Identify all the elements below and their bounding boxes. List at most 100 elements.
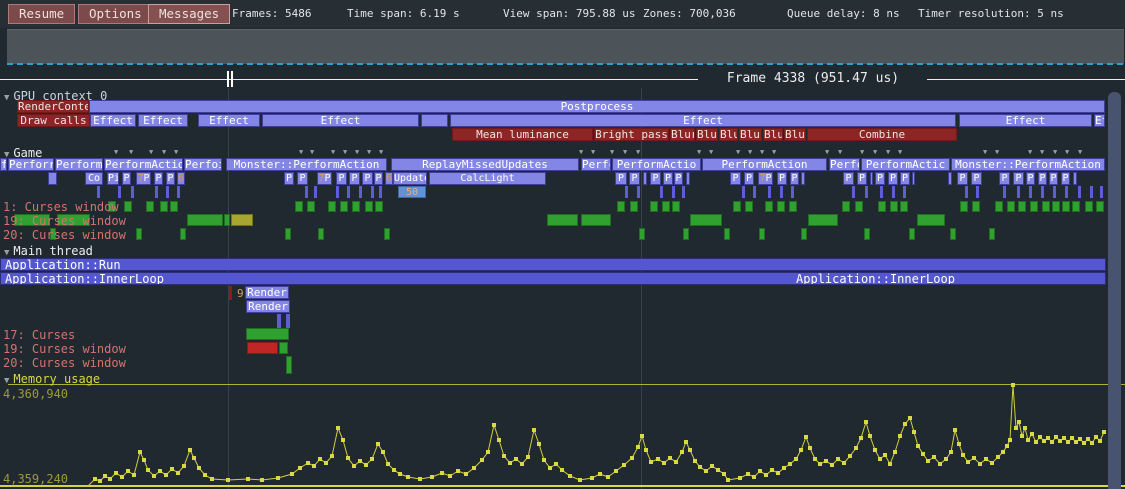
gc-zone[interactable] (960, 201, 968, 212)
zone-game-child[interactable]: P (1049, 172, 1058, 185)
zone-tick[interactable] (865, 186, 868, 198)
zone-game-child[interactable]: P (730, 172, 741, 185)
collapse-icon[interactable]: ▼ (4, 150, 10, 160)
zone-tick[interactable] (336, 186, 339, 198)
zone-game-child[interactable]: P (362, 172, 373, 185)
zone-marker-icon[interactable]: ▼ (1078, 148, 1083, 156)
collapse-icon[interactable]: ▼ (4, 248, 10, 258)
gc-zone[interactable] (318, 228, 324, 240)
zone-badge-50[interactable]: 50 (398, 186, 426, 198)
messages-button[interactable]: Messages (148, 4, 231, 24)
zone-game-child[interactable] (643, 172, 647, 185)
zone-tick[interactable] (371, 186, 374, 198)
zone-tick[interactable] (965, 186, 968, 198)
zone-game-child[interactable]: P (1026, 172, 1035, 185)
gc-zone[interactable] (909, 228, 915, 240)
zone-gpu-pass[interactable]: Mean luminance (452, 128, 593, 141)
zone-game-child[interactable] (870, 172, 873, 185)
collapse-icon[interactable]: ▼ (4, 93, 10, 103)
gc-zone[interactable] (160, 201, 168, 212)
zone-marker-icon[interactable]: ▼ (709, 148, 714, 156)
gc-zone[interactable] (745, 201, 753, 212)
zone-tick[interactable] (660, 186, 663, 198)
gc-zone[interactable] (14, 214, 50, 226)
zone-effect[interactable]: Effect (198, 114, 260, 127)
zone-effect[interactable]: Effect (262, 114, 419, 127)
zone-marker-icon[interactable]: ▼ (1065, 148, 1070, 156)
zone-tick[interactable] (359, 186, 362, 198)
zone-effect[interactable] (421, 114, 448, 127)
zone-marker-icon[interactable]: ▼ (114, 148, 119, 156)
zone-tick[interactable] (791, 186, 794, 198)
gc-zone[interactable] (136, 228, 142, 240)
resume-button[interactable]: Resume (8, 4, 76, 24)
zone-game-child[interactable]: P (122, 172, 131, 185)
zone-render-context[interactable]: RenderConte (17, 100, 89, 113)
zone-gpu-pass[interactable]: Blur (670, 128, 695, 141)
zone-tick[interactable] (672, 186, 675, 198)
mt-zone[interactable] (279, 342, 288, 354)
zone-tick[interactable] (637, 186, 640, 198)
zone-gpu-pass[interactable]: Blur (739, 128, 762, 141)
gc-zone[interactable] (1085, 201, 1093, 212)
options-button[interactable]: Options (78, 4, 153, 24)
gc-zone[interactable] (108, 201, 116, 212)
zone-tick[interactable] (1003, 186, 1006, 198)
gc-zone[interactable] (864, 228, 870, 240)
gc-zone[interactable] (50, 228, 56, 240)
zone-game[interactable]: PerformAction (702, 158, 827, 171)
zone-tick[interactable] (1100, 186, 1103, 198)
gc-zone[interactable] (1007, 201, 1015, 212)
gc-zone[interactable] (1062, 201, 1070, 212)
zone-game-child[interactable]: P (1061, 172, 1070, 185)
zone-tick[interactable] (1029, 186, 1032, 198)
zone-game[interactable]: Monster::PerformAction (951, 158, 1105, 171)
zone-game-child[interactable]: 6 (177, 172, 185, 185)
zone-marker-icon[interactable]: ▼ (838, 148, 843, 156)
zone-game-child[interactable]: 6 (385, 172, 393, 185)
zone-tick[interactable] (780, 186, 783, 198)
zone-tick[interactable] (1065, 186, 1068, 198)
zone-gpu-pass[interactable]: Blur (719, 128, 738, 141)
zone-game-child[interactable]: P (875, 172, 885, 185)
gc-zone[interactable] (340, 201, 348, 212)
zone-render[interactable]: Render (245, 286, 289, 299)
zone-game[interactable]: ReplayMissedUpdates (391, 158, 579, 171)
zone-effect[interactable]: Effect (90, 114, 136, 127)
zone-tick[interactable] (903, 186, 906, 198)
zone-marker-icon[interactable]: ▼ (591, 148, 596, 156)
gc-zone[interactable] (672, 201, 680, 212)
zone-effect[interactable]: Ef (1094, 114, 1105, 127)
zone-game-child[interactable]: P (843, 172, 854, 185)
zone-tick[interactable] (1053, 186, 1056, 198)
zone-draw-calls[interactable]: Draw calls (17, 114, 90, 127)
zone-game-child[interactable] (801, 172, 805, 185)
zone-marker-icon[interactable]: ▼ (760, 148, 765, 156)
gc-zone[interactable] (328, 201, 336, 212)
zone-tick[interactable] (305, 186, 308, 198)
gc-zone[interactable] (630, 201, 638, 212)
zone-game-child[interactable]: P (674, 172, 683, 185)
zone-effect[interactable]: Effect (959, 114, 1092, 127)
gc-zone[interactable] (1030, 201, 1038, 212)
zone-tick[interactable] (892, 186, 895, 198)
gc-zone[interactable] (384, 228, 390, 240)
zone-game-child[interactable]: P (1013, 172, 1024, 185)
zone-game-child[interactable]: P (297, 172, 308, 185)
gc-zone[interactable] (690, 214, 722, 226)
zone-game-child[interactable]: P (284, 172, 294, 185)
gc-zone[interactable] (789, 201, 797, 212)
gc-zone[interactable] (375, 201, 383, 212)
gc-zone[interactable] (352, 201, 360, 212)
gc-zone[interactable] (231, 214, 253, 226)
zone-tick-red[interactable] (229, 286, 232, 300)
zone-tick[interactable] (177, 186, 180, 198)
zone-marker-icon[interactable]: ▼ (898, 148, 903, 156)
gc-zone[interactable] (307, 201, 315, 212)
zone-tick[interactable] (379, 186, 382, 198)
zone-game-child[interactable] (948, 172, 952, 185)
zone-marker-icon[interactable]: ▼ (1053, 148, 1058, 156)
zone-tick[interactable] (286, 314, 290, 328)
zone-marker-icon[interactable]: ▼ (367, 148, 372, 156)
zone-gpu-pass[interactable]: Blur (696, 128, 718, 141)
